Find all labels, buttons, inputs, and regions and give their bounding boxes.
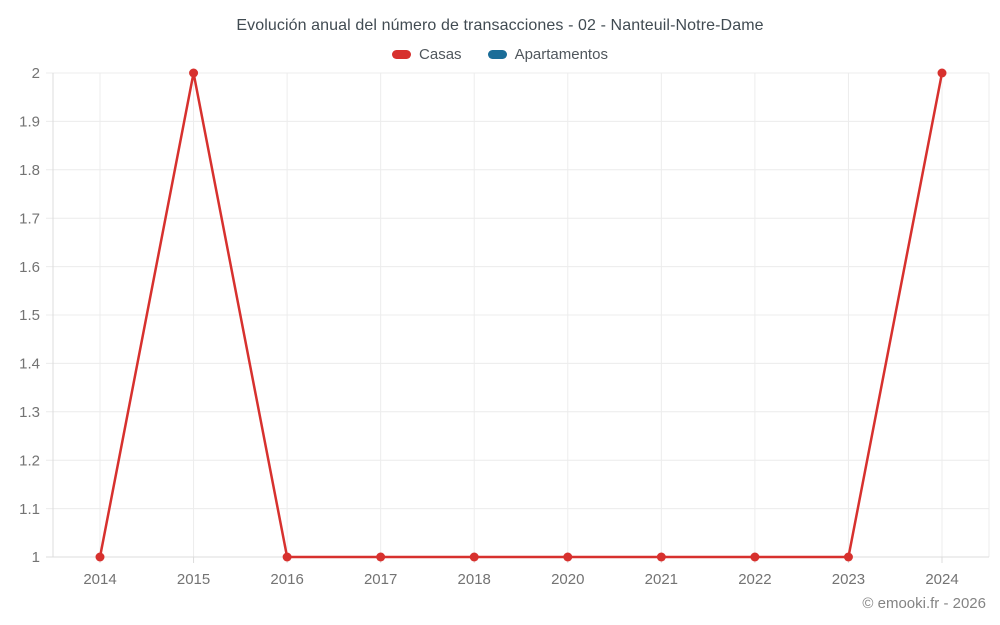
x-tick-label: 2023	[832, 571, 865, 588]
data-point-casas[interactable]	[750, 552, 760, 562]
y-tick-label: 1.5	[19, 307, 40, 324]
x-tick-label: 2014	[83, 571, 116, 588]
x-tick-label: 2022	[738, 571, 771, 588]
x-tick-label: 2017	[364, 571, 397, 588]
legend-item-apartamentos[interactable]: Apartamentos	[487, 46, 608, 63]
data-point-casas[interactable]	[189, 68, 199, 78]
y-tick-label: 1.3	[19, 404, 40, 421]
chart-title: Evolución anual del número de transaccio…	[236, 17, 764, 34]
data-point-casas[interactable]	[95, 552, 105, 562]
y-tick-label: 1	[32, 549, 40, 566]
data-point-casas[interactable]	[937, 68, 947, 78]
legend-swatch-casas-icon	[392, 50, 412, 59]
x-tick-label: 2015	[177, 571, 210, 588]
x-tick-label: 2021	[645, 571, 678, 588]
legend-swatch-apartamentos-icon	[487, 50, 507, 59]
y-tick-label: 2	[32, 65, 40, 82]
x-tick-label: 2024	[925, 571, 958, 588]
legend-label-apartamentos: Apartamentos	[514, 46, 608, 63]
y-tick-label: 1.6	[19, 259, 40, 276]
y-tick-label: 1.2	[19, 452, 40, 469]
y-tick-label: 1.9	[19, 114, 40, 131]
data-point-casas[interactable]	[563, 552, 573, 562]
series-line-casas	[98, 72, 944, 559]
watermark: © emooki.fr - 2026	[862, 595, 986, 612]
data-point-casas[interactable]	[282, 552, 292, 562]
y-tick-label: 1.7	[19, 210, 40, 227]
data-point-casas[interactable]	[376, 552, 386, 562]
y-tick-label: 1.4	[19, 356, 40, 373]
legend-label-casas: Casas	[419, 46, 462, 63]
legend-item-casas[interactable]: Casas	[392, 46, 462, 63]
data-point-casas[interactable]	[469, 552, 479, 562]
x-tick-label: 2018	[458, 571, 491, 588]
data-point-casas[interactable]	[656, 552, 666, 562]
y-tick-label: 1.8	[19, 162, 40, 179]
legend: Casas Apartamentos	[0, 46, 1000, 63]
x-tick-label: 2016	[270, 571, 303, 588]
x-tick-label: 2020	[551, 571, 584, 588]
y-tick-label: 1.1	[19, 501, 40, 518]
data-point-casas[interactable]	[843, 552, 853, 562]
